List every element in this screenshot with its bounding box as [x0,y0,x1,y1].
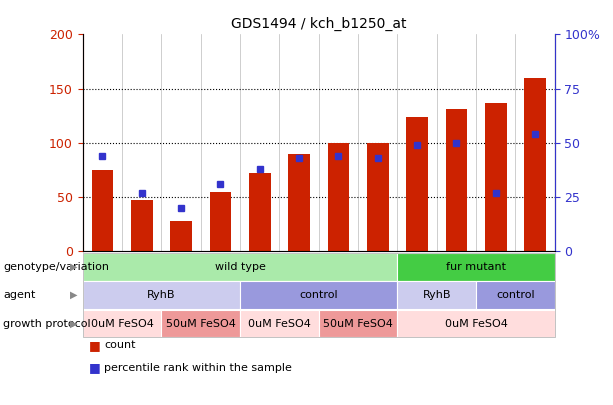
Text: percentile rank within the sample: percentile rank within the sample [104,363,292,373]
Text: ■: ■ [89,361,101,374]
Text: 0uM FeSO4: 0uM FeSO4 [91,319,153,328]
Text: count: count [104,341,135,350]
Text: RyhB: RyhB [147,290,176,300]
Bar [288,153,310,251]
Text: 0uM FeSO4: 0uM FeSO4 [444,319,508,328]
Text: ▶: ▶ [70,319,77,328]
Text: agent: agent [3,290,36,300]
Text: genotype/variation: genotype/variation [3,262,109,272]
Text: wild type: wild type [215,262,265,272]
Bar [210,192,231,251]
Text: control: control [299,290,338,300]
Bar [249,173,270,251]
Text: 0uM FeSO4: 0uM FeSO4 [248,319,311,328]
Bar [131,200,153,251]
Text: 50uM FeSO4: 50uM FeSO4 [166,319,235,328]
Bar [485,103,506,251]
Bar [91,170,113,251]
Text: 50uM FeSO4: 50uM FeSO4 [323,319,393,328]
Bar [327,143,349,251]
Title: GDS1494 / kch_b1250_at: GDS1494 / kch_b1250_at [231,17,406,31]
Text: RyhB: RyhB [422,290,451,300]
Bar [367,143,389,251]
Text: control: control [496,290,535,300]
Text: ▶: ▶ [70,290,77,300]
Text: ■: ■ [89,339,101,352]
Bar [524,78,546,251]
Text: fur mutant: fur mutant [446,262,506,272]
Bar [406,117,428,251]
Bar [170,221,192,251]
Text: ▶: ▶ [70,262,77,272]
Text: growth protocol: growth protocol [3,319,91,328]
Bar [446,109,467,251]
